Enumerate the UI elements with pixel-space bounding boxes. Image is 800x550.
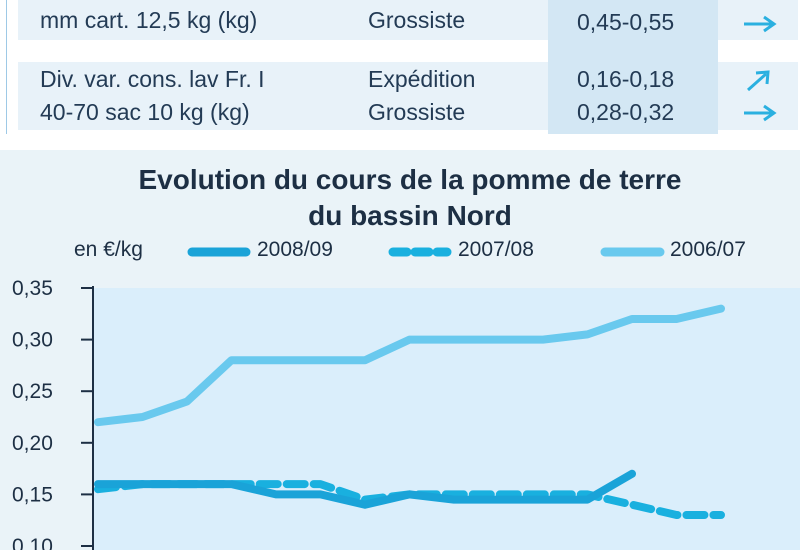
price-range: 0,45-0,55 [577,9,675,35]
product-label: mm cart. 12,5 kg (kg) [40,7,258,33]
y-tick-group: 0,35 0,30 0,25 0,20 0,15 0,10 [12,277,93,550]
series-line-2008-09 [94,469,636,509]
y-tick-label: 0,30 [12,329,53,352]
stage-label: Grossiste [368,99,466,125]
plot-area [93,288,800,550]
arrow-right-icon [744,15,777,33]
stage-label: Expédition [368,66,476,92]
arrow-right-icon [744,104,777,122]
stage-label: Grossiste [368,7,466,33]
price-table: mm cart. 12,5 kg (kg) Grossiste 0,45-0,5… [0,0,800,134]
legend-label-2006-07: 2006/07 [670,238,746,261]
series-group [94,304,725,519]
y-tick-label: 0,20 [12,432,53,455]
price-column-band [548,0,718,134]
price-range: 0,28-0,32 [577,99,675,125]
y-tick-label: 0,25 [12,380,53,403]
y-tick-label: 0,10 [12,535,53,550]
arrow-up-right-icon [747,70,770,92]
legend-label-2007-08: 2007/08 [458,238,534,261]
product-label: Div. var. cons. lav Fr. I [40,66,265,92]
y-tick-label: 0,15 [12,483,53,506]
product-label: 40-70 sac 10 kg (kg) [40,99,250,125]
chart-title: Evolution du cours de la pomme de terre [138,164,682,195]
legend-label-2008-09: 2008/09 [257,238,333,261]
y-axis-unit-label: en €/kg [74,238,143,261]
chart-title: du bassin Nord [308,200,512,231]
price-range: 0,16-0,18 [577,66,675,92]
table-left-rule [6,0,7,134]
y-tick-label: 0,35 [12,277,53,300]
